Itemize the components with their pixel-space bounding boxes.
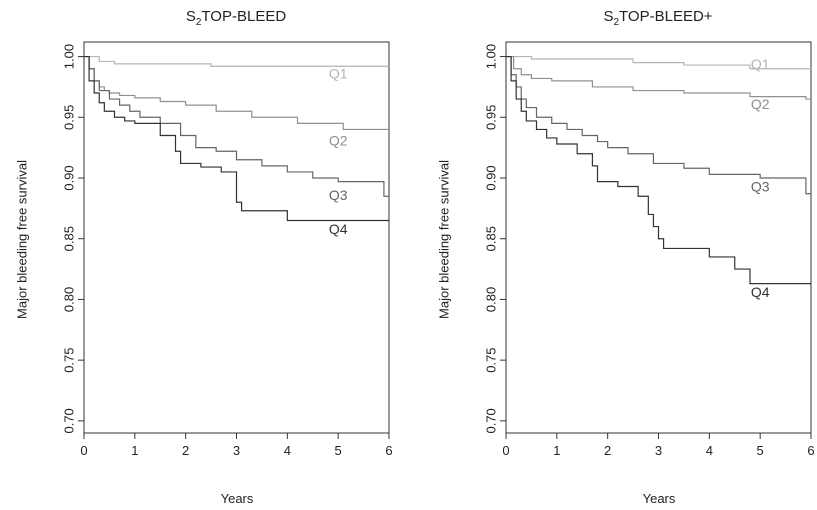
series-line-q3 — [506, 55, 811, 195]
y-tick-label: 1.00 — [483, 44, 498, 69]
plot-area: 0 1 2 3 4 5 6 0.70 0.75 0.80 0.85 0.90 0.95 1.00 Q1 Q2 Q… — [61, 41, 393, 458]
series-line-q3 — [84, 55, 389, 197]
y-tick-label: 0.75 — [61, 347, 76, 372]
x-tick-label: 5 — [757, 443, 764, 458]
series-label-q4: Q4 — [751, 284, 770, 300]
series-line-q2 — [506, 55, 811, 100]
title-subscript: 2 — [195, 17, 202, 28]
y-axis-label: Major bleeding free survival — [436, 160, 452, 319]
title-main: TOP-BLEED — [201, 8, 287, 25]
chart-title: S2TOP-BLEED+ — [508, 8, 808, 28]
x-tick-label: 4 — [284, 443, 291, 458]
series-label-q1: Q1 — [751, 56, 770, 72]
y-tick-label: 0.75 — [483, 347, 498, 372]
chart-panel-left: S2TOP-BLEED 0 1 2 3 4 5 6 0.70 0.75 0.80 0.85 0.90 0… — [0, 0, 408, 510]
title-subscript: 2 — [613, 17, 620, 28]
x-tick-label: 0 — [502, 443, 509, 458]
x-tick-label: 3 — [233, 443, 240, 458]
title-prefix: S — [603, 8, 614, 25]
series-label-q3: Q3 — [329, 187, 348, 203]
y-tick-label: 0.90 — [61, 165, 76, 190]
y-tick-label: 1.00 — [61, 44, 76, 69]
series-line-q1 — [84, 55, 389, 67]
x-tick-label: 1 — [553, 443, 560, 458]
series-label-q4: Q4 — [329, 221, 348, 237]
x-axis-label: Years — [642, 491, 676, 506]
x-tick-label: 6 — [385, 443, 392, 458]
series-line-q4 — [506, 55, 811, 285]
x-tick-label: 6 — [807, 443, 814, 458]
title-main: TOP-BLEED+ — [619, 8, 713, 25]
y-tick-label: 0.80 — [483, 287, 498, 312]
y-tick-label: 0.95 — [483, 105, 498, 130]
y-tick-label: 0.90 — [483, 165, 498, 190]
series-label-q1: Q1 — [329, 65, 348, 81]
y-tick-label: 0.80 — [61, 287, 76, 312]
series-line-q4 — [84, 55, 389, 222]
y-tick-label: 0.70 — [483, 408, 498, 433]
x-tick-label: 2 — [182, 443, 189, 458]
x-tick-label: 2 — [604, 443, 611, 458]
series-label-q3: Q3 — [751, 178, 770, 194]
series-label-q2: Q2 — [751, 96, 770, 112]
x-tick-label: 4 — [706, 443, 713, 458]
y-tick-label: 0.70 — [61, 408, 76, 433]
series-line-q1 — [506, 55, 811, 70]
title-prefix: S — [185, 8, 196, 25]
x-tick-label: 5 — [335, 443, 342, 458]
chart-title: S2TOP-BLEED — [86, 8, 386, 28]
x-tick-label: 0 — [80, 443, 87, 458]
y-tick-label: 0.85 — [61, 226, 76, 251]
x-axis-label: Years — [220, 491, 254, 506]
x-tick-label: 3 — [655, 443, 662, 458]
x-tick-label: 1 — [131, 443, 138, 458]
y-tick-label: 0.85 — [483, 226, 498, 251]
y-tick-label: 0.95 — [61, 105, 76, 130]
series-label-q2: Q2 — [329, 132, 348, 148]
